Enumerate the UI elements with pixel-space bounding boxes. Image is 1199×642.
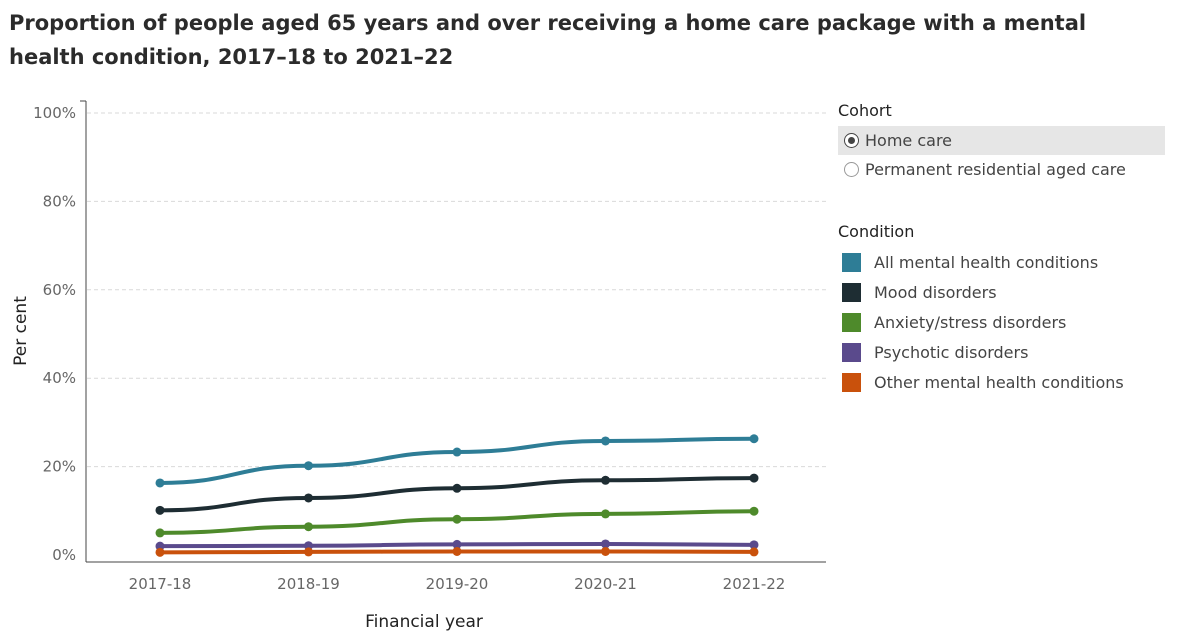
legend-swatch — [842, 312, 861, 332]
data-point[interactable] — [749, 434, 759, 444]
x-tick-label: 2017-18 — [129, 575, 192, 593]
data-point[interactable] — [304, 541, 313, 551]
legend-swatch — [842, 282, 861, 302]
series-lines — [155, 434, 759, 557]
legend-label: Mood disorders — [874, 282, 997, 302]
y-tick-label: 0% — [52, 546, 76, 564]
y-axis-title: Per cent — [11, 296, 31, 366]
cohort-legend: Cohort Home care Permanent residential a… — [838, 101, 1165, 184]
data-point[interactable] — [155, 528, 165, 538]
series-line[interactable] — [158, 436, 756, 485]
cohort-option-label: Permanent residential aged care — [865, 160, 1126, 179]
legend-label: Anxiety/stress disorders — [874, 312, 1067, 332]
x-tick-labels: 2017-18 2018-19 2019-20 2020-21 2021-22 — [129, 575, 786, 593]
data-point[interactable] — [155, 541, 165, 551]
cohort-option-home-care[interactable]: Home care — [838, 126, 1165, 155]
data-point[interactable] — [749, 547, 759, 557]
data-point[interactable] — [749, 540, 759, 550]
data-point[interactable] — [155, 547, 165, 557]
data-point[interactable] — [601, 546, 610, 556]
x-tick-label: 2018-19 — [277, 575, 340, 593]
legend-swatch — [842, 342, 861, 362]
legend-swatch — [842, 252, 861, 272]
condition-legend: Condition All mental health conditions M… — [838, 222, 1124, 397]
cohort-heading: Cohort — [838, 101, 892, 120]
data-point[interactable] — [304, 493, 313, 503]
x-tick-label: 2019-20 — [426, 575, 489, 593]
gridlines — [87, 112, 826, 468]
legend-item-mood-disorders[interactable]: Mood disorders — [838, 277, 1124, 307]
legend-item-anxiety-stress[interactable]: Anxiety/stress disorders — [838, 307, 1124, 337]
x-axis-title: Financial year — [365, 612, 483, 632]
legend-label: Other mental health conditions — [874, 372, 1124, 392]
condition-heading: Condition — [838, 222, 915, 241]
legend-item-other-conditions[interactable]: Other mental health conditions — [838, 367, 1124, 397]
legend-item-all-mental-health[interactable]: All mental health conditions — [838, 247, 1124, 277]
radio-unselected-icon[interactable] — [844, 162, 859, 177]
data-point[interactable] — [601, 436, 610, 446]
data-point[interactable] — [304, 461, 313, 471]
chart-title: Proportion of people aged 65 years and o… — [9, 11, 1087, 69]
data-point[interactable] — [452, 514, 462, 524]
legend-label: All mental health conditions — [874, 252, 1099, 272]
series-line[interactable] — [158, 476, 756, 513]
data-point[interactable] — [601, 539, 610, 549]
data-point[interactable] — [155, 505, 165, 515]
data-point[interactable] — [304, 522, 313, 532]
axes — [80, 100, 826, 563]
y-tick-label: 40% — [43, 369, 76, 387]
data-point[interactable] — [749, 506, 759, 516]
legend-label: Psychotic disorders — [874, 342, 1029, 362]
radio-selected-icon[interactable] — [844, 133, 859, 148]
y-tick-label: 100% — [33, 104, 76, 122]
y-tick-label: 20% — [43, 458, 76, 476]
y-tick-labels: 0% 20% 40% 60% 80% 100% — [33, 104, 76, 564]
data-point[interactable] — [452, 447, 462, 457]
data-point[interactable] — [452, 539, 462, 549]
legend-swatch — [842, 372, 861, 392]
cohort-option-residential-care[interactable]: Permanent residential aged care — [838, 155, 1165, 184]
data-point[interactable] — [601, 509, 610, 519]
data-point[interactable] — [749, 473, 759, 483]
data-point[interactable] — [304, 547, 313, 557]
y-tick-label: 80% — [43, 192, 76, 210]
data-point[interactable] — [155, 478, 165, 488]
x-tick-label: 2020-21 — [574, 575, 637, 593]
legend-item-psychotic-disorders[interactable]: Psychotic disorders — [838, 337, 1124, 367]
data-point[interactable] — [452, 546, 462, 556]
y-tick-label: 60% — [43, 281, 76, 299]
data-point[interactable] — [601, 475, 610, 485]
cohort-option-label: Home care — [865, 131, 953, 150]
x-tick-label: 2021-22 — [723, 575, 786, 593]
data-point[interactable] — [452, 483, 462, 493]
